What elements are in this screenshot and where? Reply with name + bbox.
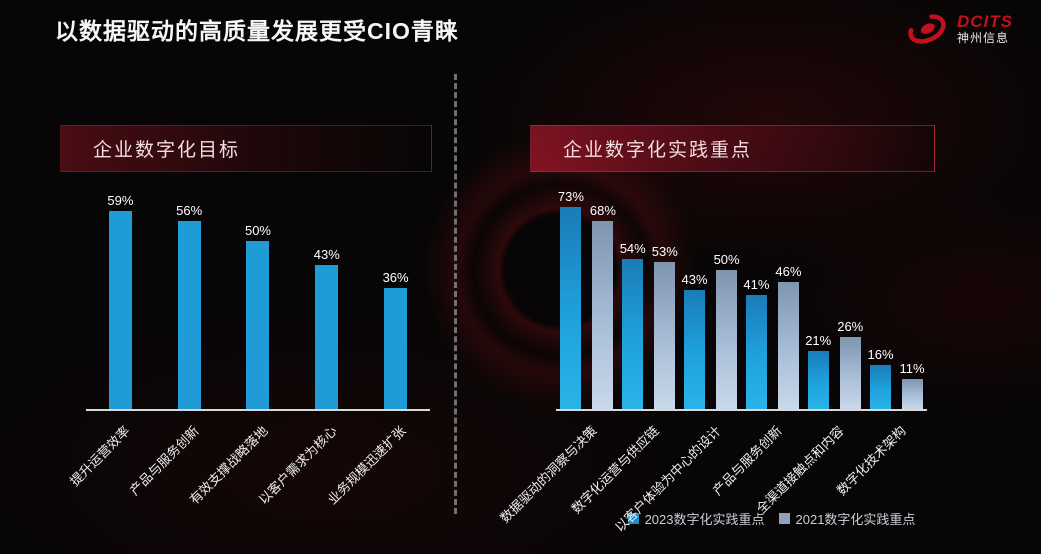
bar: [246, 241, 270, 409]
bar: [684, 290, 706, 409]
bar-value-label: 41%: [743, 277, 770, 292]
bar-wrap: 68%: [590, 203, 616, 409]
bar-value-label: 54%: [619, 241, 646, 256]
bar: [777, 282, 799, 409]
axis-slot: 全渠道接触点和内容: [754, 411, 865, 516]
bar-value-label: 36%: [382, 270, 409, 285]
bar: [807, 351, 829, 409]
bar: [177, 221, 201, 409]
bar-value-label: 56%: [176, 203, 203, 218]
bar-value-label: 16%: [867, 347, 894, 362]
bar-wrap: 46%: [775, 264, 801, 409]
legend-label-2023: 2023数字化实践重点: [644, 512, 765, 527]
bar-value-label: 11%: [899, 361, 925, 376]
bar: [560, 207, 582, 409]
bar-value-label: 50%: [713, 252, 740, 267]
bar-group: 54% 53%: [618, 241, 680, 409]
goals-category-axis: 提升运营效率 产品与服务创新 有效支撑战略落地 以客户需求为核心 业务规模迅速扩张: [67, 411, 430, 519]
bar-wrap: 50%: [245, 223, 271, 409]
bar-group: 16% 11%: [865, 347, 927, 409]
bar-wrap: 50%: [714, 252, 740, 409]
goals-panel: 企业数字化目标 59% 56% 50% 43% 36% 提升运营效率 产品与服务创新 有效支…: [60, 125, 432, 519]
bar-wrap: 41%: [743, 277, 769, 409]
bar: [901, 379, 923, 409]
practices-plot-area: 73% 68% 54% 53% 43% 50% 41% 46% 21% 26% 16% 11%: [556, 172, 927, 411]
goals-plot-area: 59% 56% 50% 43% 36%: [86, 172, 430, 411]
bar-group: 59%: [86, 193, 155, 409]
section-divider: [454, 74, 457, 514]
bar-value-label: 73%: [557, 189, 584, 204]
bar-wrap: 59%: [107, 193, 133, 409]
bar: [839, 337, 861, 409]
bar-group: 73% 68%: [556, 189, 618, 409]
bar-wrap: 43%: [314, 247, 340, 409]
legend-item-2021: 2021数字化实践重点: [778, 509, 916, 528]
axis-slot: 业务规模迅速扩张: [324, 411, 430, 519]
bar-wrap: 43%: [682, 272, 708, 409]
bar-value-label: 46%: [775, 264, 802, 279]
bar-wrap: 26%: [837, 319, 863, 409]
logo-brand: DCITS: [957, 12, 1013, 32]
bar-value-label: 68%: [589, 203, 616, 218]
company-logo: DCITS 神州信息: [905, 10, 1013, 48]
goals-panel-title: 企业数字化目标: [93, 140, 241, 161]
logo-company-name: 神州信息: [957, 30, 1010, 45]
bar-value-label: 59%: [107, 193, 134, 208]
bar: [108, 211, 132, 409]
practices-panel-header: 企业数字化实践重点: [530, 125, 935, 172]
bar-value-label: 50%: [244, 223, 271, 238]
bar: [315, 265, 339, 409]
bar-wrap: 73%: [558, 189, 584, 409]
category-label: 提升运营效率: [67, 423, 134, 489]
goals-panel-header: 企业数字化目标: [60, 125, 432, 172]
legend-label-2021: 2021数字化实践重点: [795, 512, 916, 527]
bar-group: 56%: [155, 203, 224, 409]
bar: [870, 365, 892, 409]
bar-wrap: 11%: [900, 361, 925, 409]
bar-wrap: 36%: [383, 270, 409, 409]
practices-panel-title: 企业数字化实践重点: [563, 140, 753, 161]
bar: [384, 288, 408, 409]
bar-value-label: 26%: [837, 319, 864, 334]
bar-wrap: 54%: [620, 241, 646, 409]
bar-wrap: 16%: [868, 347, 894, 409]
legend-swatch-2023-icon: [627, 513, 639, 524]
legend-item-2023: 2023数字化实践重点: [627, 509, 765, 528]
axis-slot: 数字化技术架构: [834, 411, 927, 507]
page-title: 以数据驱动的高质量发展更受CIO青睐: [55, 18, 459, 44]
legend-swatch-2021-icon: [778, 513, 790, 524]
bar-group: 21% 26%: [803, 319, 865, 409]
bar-value-label: 43%: [681, 272, 708, 287]
bar-value-label: 53%: [651, 244, 678, 259]
practices-bar-chart: 73% 68% 54% 53% 43% 50% 41% 46% 21% 26% 16% 11% 数据驱…: [497, 172, 935, 535]
bar-group: 36%: [361, 270, 430, 409]
legend: 2023数字化实践重点 2021数字化实践重点: [530, 509, 935, 528]
bar-group: 43% 50%: [680, 252, 742, 409]
bar: [592, 221, 614, 409]
logo-text: DCITS 神州信息: [957, 12, 1013, 45]
bar-value-label: 43%: [313, 247, 340, 262]
bar-wrap: 53%: [652, 244, 678, 409]
practices-panel: 企业数字化实践重点 73% 68% 54% 53% 43% 50% 41% 46% 21% 26%…: [497, 125, 935, 535]
bar: [745, 295, 767, 409]
bar: [654, 262, 676, 409]
bar-group: 50%: [224, 223, 293, 409]
bar-value-label: 21%: [805, 333, 832, 348]
bar-wrap: 21%: [805, 333, 831, 409]
bar-wrap: 56%: [176, 203, 202, 409]
bar: [622, 259, 644, 409]
bar-group: 43%: [292, 247, 361, 409]
goals-bar-chart: 59% 56% 50% 43% 36% 提升运营效率 产品与服务创新 有效支撑战略落地 以客户…: [60, 172, 432, 519]
bar: [716, 270, 738, 409]
practices-category-axis: 数据驱动的洞察与决策 数字化运营与供应链 以客户体验为中心的设计 产品与服务创新 全渠道…: [497, 411, 927, 535]
logo-swirl-icon: [908, 14, 946, 44]
bar-group: 41% 46%: [741, 264, 803, 409]
